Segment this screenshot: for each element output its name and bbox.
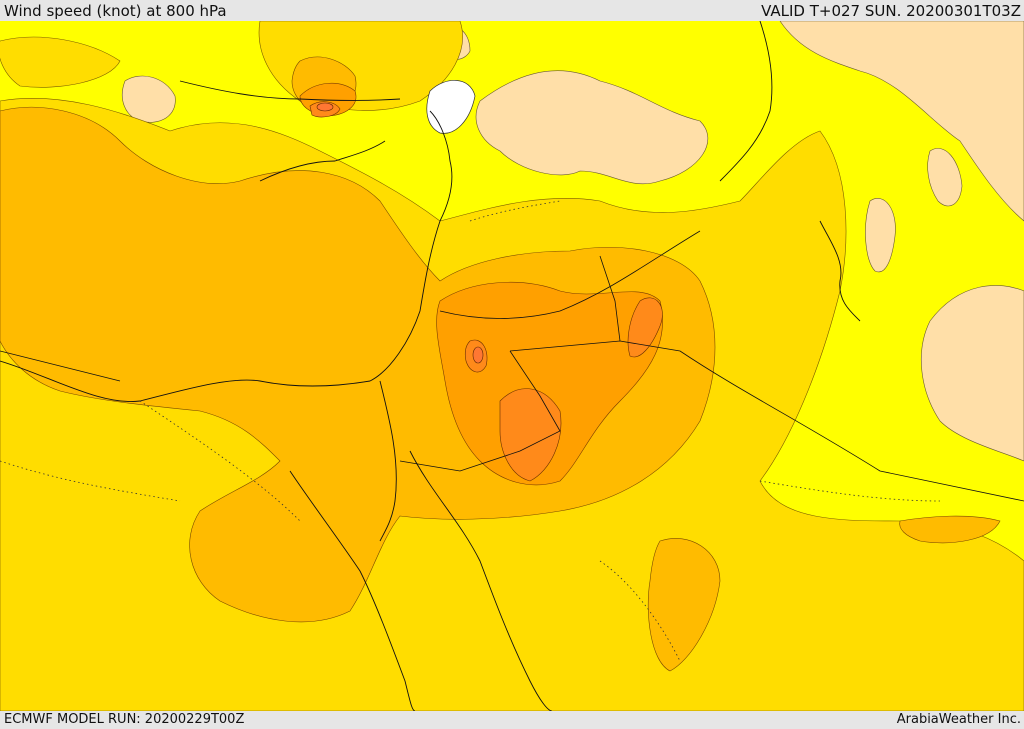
wind-speed-map (0, 21, 1024, 711)
map-title: Wind speed (knot) at 800 hPa (4, 2, 227, 20)
level-7-regions (316, 102, 484, 364)
missing-data-patch (426, 79, 476, 134)
dotted-boundaries (0, 200, 941, 662)
model-run-label: ECMWF MODEL RUN: 20200229T00Z (4, 712, 245, 727)
header-bar: Wind speed (knot) at 800 hPa VALID T+027… (0, 0, 1024, 21)
map-canvas (0, 21, 1024, 711)
footer-bar: ECMWF MODEL RUN: 20200229T00Z ArabiaWeat… (0, 711, 1024, 729)
political-borders (0, 230, 1024, 502)
level-6-regions (309, 101, 663, 482)
coastlines (0, 21, 861, 711)
valid-time: VALID T+027 SUN. 20200301T03Z (761, 2, 1021, 20)
level-5-regions (299, 82, 663, 486)
credit-label: ArabiaWeather Inc. (896, 712, 1021, 727)
